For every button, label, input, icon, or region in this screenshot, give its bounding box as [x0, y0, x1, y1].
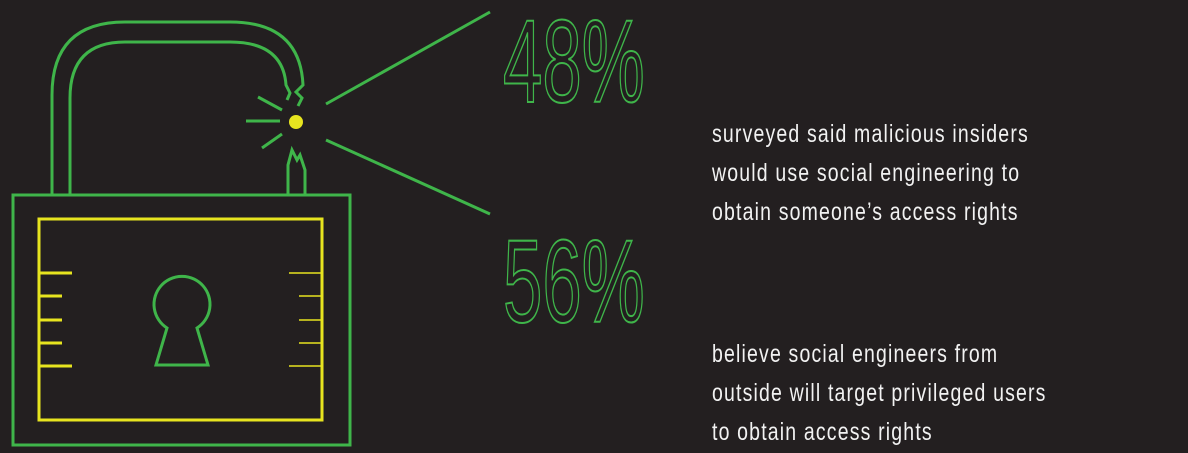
shackle-inner: [68, 40, 292, 195]
shackle-broken-end: [286, 145, 307, 195]
lock-inner: [37, 217, 324, 422]
keyhole: [152, 274, 212, 367]
lock-body: [11, 193, 352, 447]
padlock-illustration: [11, 10, 491, 447]
stat-value: 56%: [503, 215, 645, 347]
stat-description: to obtain access rights: [712, 418, 933, 446]
stat-description: surveyed said malicious insiders: [712, 120, 1029, 148]
stats: 48% surveyed said malicious insiders would…: [502, 0, 1047, 446]
stat-value: 48%: [503, 0, 645, 127]
stat-description: would use social engineering to: [711, 159, 1020, 187]
right-marks: [289, 272, 322, 367]
stat-description: believe social engineers from: [712, 340, 998, 368]
shackle-outer: [50, 20, 305, 195]
stat-description: obtain someone’s access rights: [712, 198, 1019, 226]
rays: [246, 10, 491, 216]
left-marks: [39, 271, 72, 368]
stat-description: outside will target privileged users: [712, 379, 1047, 407]
spark: [289, 115, 303, 129]
